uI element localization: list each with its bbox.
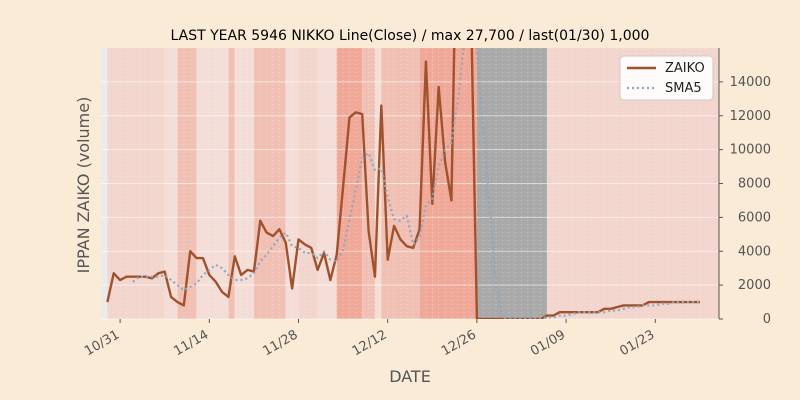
y-tick-label-0: 0 <box>763 312 771 327</box>
series-lines <box>106 48 700 319</box>
y-tick-label-5: 10000 <box>730 143 771 158</box>
x-tick-label-3: 12/12 <box>350 327 390 359</box>
y-tick-label-2: 4000 <box>738 244 771 259</box>
x-tick-label-6: 01/23 <box>617 327 657 359</box>
x-tick-label-5: 01/09 <box>528 327 568 359</box>
chart-title: LAST YEAR 5946 NIKKO Line(Close) / max 2… <box>171 28 650 44</box>
x-axis-label: DATE <box>389 367 431 386</box>
legend: ZAIKO SMA5 <box>619 55 714 101</box>
x-tick-label-2: 11/28 <box>261 327 301 359</box>
y-tick-label-7: 14000 <box>730 75 771 90</box>
x-tick-label-1: 11/14 <box>171 327 211 359</box>
y-tick-label-4: 8000 <box>738 177 771 192</box>
y-axis-label: IPPAN ZAIKO (volume) <box>74 97 93 274</box>
y-tick-label-3: 6000 <box>738 210 771 225</box>
x-tick-label-4: 12/26 <box>439 327 479 359</box>
y-tick-label-6: 12000 <box>730 109 771 124</box>
gridlines <box>100 48 720 320</box>
series-zaiko-line <box>106 48 700 319</box>
legend-zaiko-label: ZAIKO <box>665 61 705 76</box>
x-tick-label-0: 10/31 <box>82 327 122 359</box>
y-tick-label-1: 2000 <box>738 278 771 293</box>
legend-sma5-label: SMA5 <box>665 81 702 96</box>
